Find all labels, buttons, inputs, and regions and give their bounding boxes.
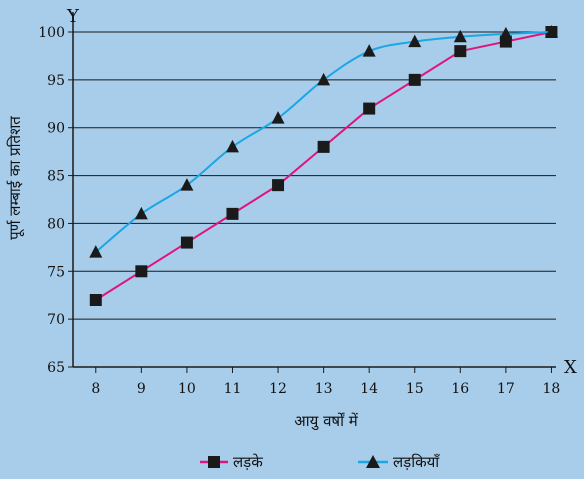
x-tick-label-8: 8 [91,381,100,397]
x-tick-label-9: 9 [137,381,146,397]
legend: लड़के लड़कियाँ [200,453,440,471]
data-point-square-15 [408,73,421,86]
y-tick-label-70: 70 [47,312,65,328]
data-point-triangle-8 [89,245,103,258]
x-tick-label-16: 16 [451,381,469,397]
data-point-triangle-13 [317,72,331,86]
y-tick-label-65: 65 [47,360,65,376]
data-point-square-14 [363,102,376,115]
y-tick-label-100: 100 [38,25,65,41]
legend-square-marker [208,456,220,468]
x-axis-letter: X [564,357,577,378]
y-tick-label-85: 85 [47,169,65,185]
y-tick-label-80: 80 [47,216,65,232]
data-point-triangle-10 [180,178,194,191]
legend-label-boys: लड़के [233,453,263,471]
x-tick-label-15: 15 [406,381,424,397]
series [89,25,558,306]
data-point-square-11 [226,207,239,220]
legend-item-girls: लड़कियाँ [358,453,440,471]
grid-lines [73,31,556,320]
data-point-square-13 [317,140,330,153]
data-point-triangle-15 [408,34,422,48]
data-point-triangle-17 [499,26,513,40]
x-tick-label-14: 14 [360,381,378,397]
data-point-square-9 [135,265,148,278]
data-point-square-16 [454,45,467,58]
data-point-triangle-12 [271,111,285,124]
x-tick-label-13: 13 [315,381,333,397]
data-point-triangle-14 [362,44,376,57]
x-tick-label-10: 10 [178,381,196,397]
x-tick-label-17: 17 [497,381,515,397]
legend-label-girls: लड़कियाँ [393,453,440,471]
y-axis-title: पूर्ण लम्बाई का प्रतिशत [6,116,25,240]
x-axis-title: आयु वर्षों में [294,412,358,431]
series-line-0 [95,31,552,301]
data-point-square-8 [89,294,102,306]
data-point-triangle-9 [134,206,148,220]
legend-triangle-marker [366,455,380,468]
x-tick-labels: 8 9 10 11 12 13 14 15 16 17 18 [91,367,560,397]
data-point-triangle-11 [225,139,239,153]
data-point-triangle-18 [544,25,558,38]
data-point-triangle-16 [453,29,467,43]
x-tick-label-11: 11 [224,381,242,397]
y-tick-label-90: 90 [47,121,65,137]
y-tick-label-75: 75 [47,264,65,280]
data-point-square-10 [180,236,193,249]
axes [72,12,556,368]
x-tick-label-12: 12 [269,381,287,397]
y-axis-letter: Y [66,6,80,27]
data-point-square-12 [272,179,285,192]
legend-item-boys: लड़के [200,453,263,471]
x-tick-label-18: 18 [543,381,561,397]
y-tick-labels: 65 70 75 80 85 90 95 100 [38,25,73,376]
y-tick-label-95: 95 [47,73,65,89]
